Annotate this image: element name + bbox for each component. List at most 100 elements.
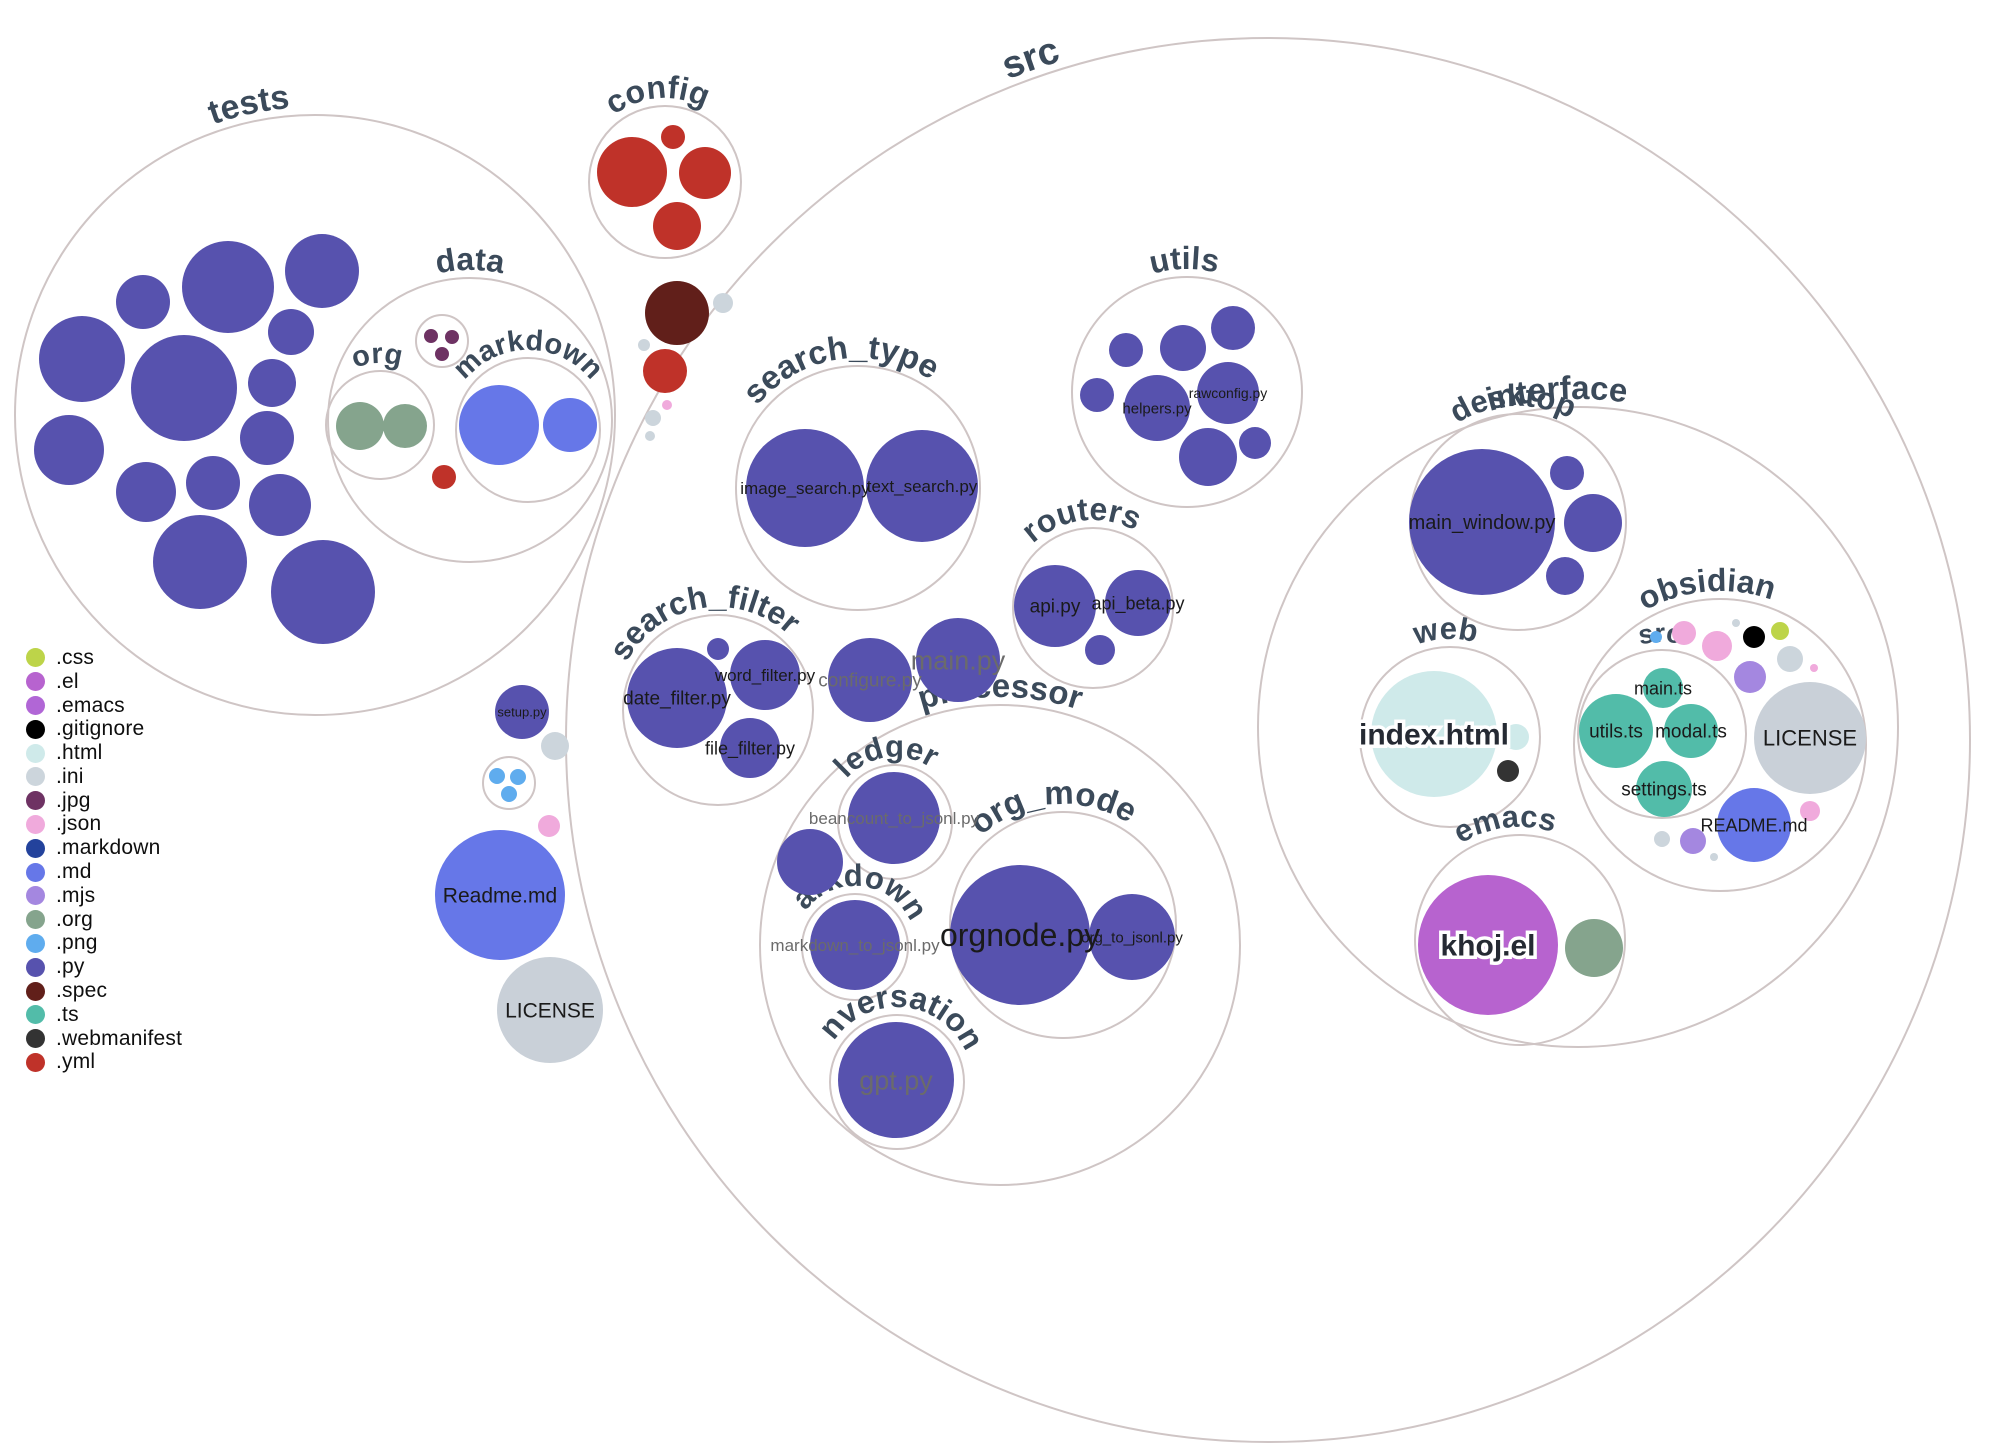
legend-color-dot-spec (26, 981, 45, 1001)
legend-color-dot-html (26, 743, 45, 763)
legend-item-spec: .spec (26, 979, 182, 1003)
directory-circle-emacs (1414, 834, 1626, 1046)
file-circle-orgnode.py (950, 865, 1090, 1005)
legend-label-md: .md (56, 860, 92, 884)
file-circle-json-file (538, 815, 560, 837)
legend-color-dot-jpg (26, 791, 45, 811)
file-circle-gpt.py (838, 1022, 954, 1138)
directory-circle-conversation (829, 1014, 965, 1150)
file-label-gpt.py: gpt.py (859, 1065, 933, 1095)
file-circle-py-file (131, 335, 237, 441)
legend-color-dot-gitignore (26, 719, 45, 739)
legend-color-dot-mjs (26, 886, 45, 906)
file-circle-yml-file (679, 147, 731, 199)
file-circle-py-file (1564, 494, 1622, 552)
legend-item-jpg: .jpg (26, 789, 182, 813)
directory-circle-web (1359, 646, 1541, 828)
file-circle-modal.ts (1664, 704, 1718, 758)
file-circle-setup.py (495, 685, 549, 739)
directory-label-routers: routers (1014, 491, 1146, 549)
file-circle-py-file (707, 638, 729, 660)
file-label-org_to_jsonl.py: org_to_jsonl.py (1081, 929, 1183, 946)
legend-label-mjs: .mjs (56, 883, 96, 907)
directory-circle-unnamed (415, 314, 469, 368)
directory-circle-ledger (837, 764, 953, 880)
file-circle-py-file (116, 462, 176, 522)
directory-circle-org (325, 370, 435, 480)
legend-label-gitignore: .gitignore (56, 717, 145, 741)
directory-label-search_type: search_type (735, 328, 946, 411)
file-circle-webmanifest-file (1497, 760, 1519, 782)
file-circle-ini-file (1732, 619, 1740, 627)
legend-label-ts: .ts (56, 1002, 79, 1026)
directory-circle-src (1577, 649, 1747, 819)
legend-label-json: .json (56, 812, 102, 836)
file-circle-README.md (1717, 788, 1791, 862)
file-circle-ini-file (645, 431, 655, 441)
file-circle-html-file (1503, 724, 1529, 750)
legend-item-el: .el (26, 670, 182, 694)
file-circle-py-file (268, 309, 314, 355)
file-label-orgnode.py: orgnode.py (940, 917, 1100, 953)
directory-circle-org_mode (949, 811, 1177, 1039)
file-circle-py-file (186, 456, 240, 510)
file-circle-png-file (510, 769, 526, 785)
directory-circle-utils (1071, 276, 1303, 508)
directory-label-web: web (1409, 611, 1481, 651)
file-circle-image_search.py (746, 429, 864, 547)
file-circle-py-file (271, 540, 375, 644)
file-circle-gitignore-file (1743, 626, 1765, 648)
file-circle-org-file (336, 402, 384, 450)
extension-legend: .css .el .emacs .gitignore .html .ini .jpg .jso… (26, 646, 182, 1074)
file-circle-beancount_to_jsonl.py (848, 772, 940, 864)
file-circle-jpg-file (424, 329, 438, 343)
file-circle-py-file (39, 316, 125, 402)
legend-item-gitignore: .gitignore (26, 717, 182, 741)
directory-circle-search_filter (622, 614, 814, 806)
legend-item-emacs: .emacs (26, 694, 182, 718)
file-circle-LICENSE (1754, 682, 1866, 794)
legend-color-dot-el (26, 672, 45, 692)
file-circle-json-file (1800, 801, 1820, 821)
file-label-text_search.py: text_search.py (867, 477, 978, 496)
legend-color-dot-png (26, 933, 45, 953)
file-circle-ini-file (638, 339, 650, 351)
file-circle-md-file (543, 398, 597, 452)
file-label-date_filter.py: date_filter.py (623, 689, 731, 710)
file-label-rawconfig.py: rawconfig.py (1189, 385, 1268, 401)
legend-color-dot-md (26, 862, 45, 882)
legend-color-dot-css (26, 648, 45, 668)
file-circle-org-file (383, 404, 427, 448)
legend-label-spec: .spec (56, 979, 108, 1003)
file-label-api_beta.py: api_beta.py (1091, 593, 1184, 614)
file-circle-py-file (1211, 306, 1255, 350)
file-label-LICENSE: LICENSE (505, 999, 595, 1022)
legend-item-py: .py (26, 955, 182, 979)
directory-circle-unnamed (482, 756, 536, 810)
file-circle-ini-file (1654, 831, 1670, 847)
directory-label-utils: utils (1146, 240, 1222, 281)
legend-item-ini: .ini (26, 765, 182, 789)
legend-label-png: .png (56, 931, 98, 955)
file-circle-ini-file (713, 293, 733, 313)
directory-circle-routers (1012, 527, 1174, 689)
legend-label-yml: .yml (56, 1050, 96, 1074)
file-circle-api.py (1014, 565, 1096, 647)
directory-circle-data (327, 277, 613, 563)
file-label-file_filter.py: file_filter.py (705, 738, 795, 759)
directory-label-src: src (996, 29, 1064, 88)
file-circle-py-file (1109, 333, 1143, 367)
file-circle-png-file (489, 768, 505, 784)
file-circle-json-file (662, 400, 672, 410)
file-circle-py-file (116, 275, 170, 329)
file-circle-LICENSE (497, 957, 603, 1063)
file-circle-mjs-file (1734, 661, 1766, 693)
file-label-beancount_to_jsonl.py: beancount_to_jsonl.py (809, 809, 980, 828)
legend-color-dot-yml (26, 1052, 45, 1072)
directory-circle-config (588, 105, 742, 259)
file-label-Readme.md: Readme.md (443, 884, 557, 907)
file-circle-main_window.py (1409, 449, 1555, 595)
file-circle-spec-file (645, 281, 709, 345)
file-label-word_filter.py: word_filter.py (714, 666, 816, 685)
legend-item-html: .html (26, 741, 182, 765)
